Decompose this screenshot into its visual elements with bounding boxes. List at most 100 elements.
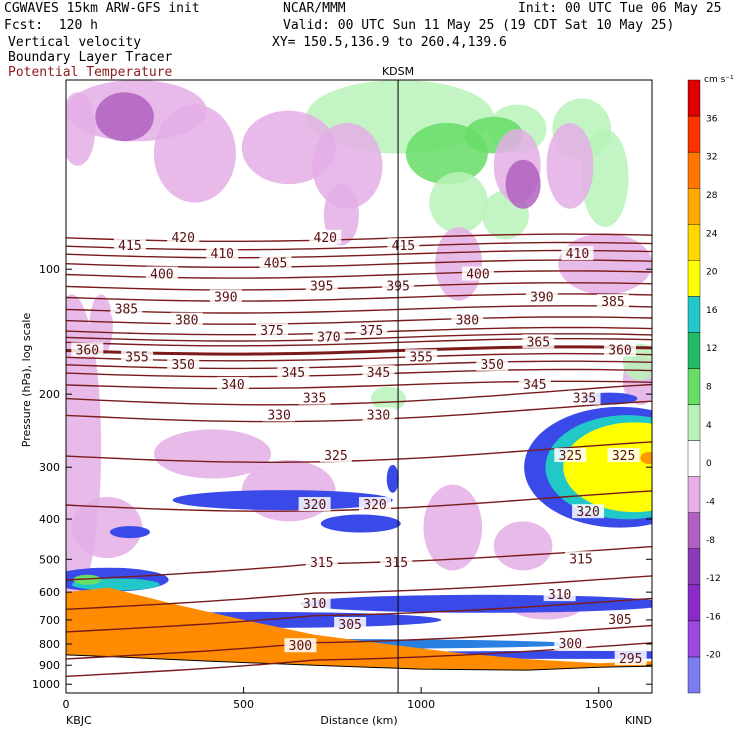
colorbar-tick-label: 0 — [706, 459, 712, 469]
colorbar-swatch — [687, 332, 701, 369]
theta-label-bg — [298, 497, 331, 512]
theta-label-bg — [525, 289, 558, 304]
y-tick-label: 600 — [39, 586, 60, 599]
w-shading — [640, 451, 652, 464]
theta-label: 310 — [548, 588, 571, 603]
colorbar-unit: cm s⁻¹ — [704, 75, 734, 85]
colorbar-swatch — [687, 187, 701, 225]
theta-label-bg — [607, 448, 640, 463]
y-tick-label: 400 — [39, 513, 60, 526]
theta-label: 305 — [608, 613, 631, 628]
colorbar-tick-label: -12 — [706, 574, 721, 584]
theta-label-bg — [145, 266, 178, 281]
w-shading — [370, 386, 406, 412]
colorbar-swatch — [687, 115, 701, 153]
theta-label-bg — [596, 294, 629, 309]
theta-label: 320 — [303, 498, 326, 513]
theta-label-bg — [451, 312, 484, 327]
forecast-hour: Fcst: 120 h — [4, 18, 98, 33]
theta-label-bg — [362, 365, 395, 380]
colorbar-swatch — [687, 620, 701, 658]
theta-label: 300 — [559, 637, 582, 652]
theta-label: 315 — [310, 556, 333, 571]
theta-label: 380 — [456, 314, 479, 329]
theta-label-bg — [543, 587, 576, 602]
theta-label-bg — [255, 323, 288, 338]
y-tick-label: 100 — [39, 263, 60, 276]
theta-label-bg — [305, 554, 338, 569]
theta-label: 420 — [314, 231, 337, 246]
y-tick-label: 300 — [39, 461, 60, 474]
colorbar-tick-label: 12 — [706, 344, 717, 354]
theta-label: 345 — [367, 366, 390, 381]
theta-label-bg — [561, 246, 594, 261]
theta-label-bg — [380, 554, 413, 569]
w-shading — [581, 129, 629, 228]
colorbar-swatch — [687, 296, 701, 333]
right-endpoint-label: KIND — [625, 714, 652, 727]
theta-label-bg — [362, 407, 395, 422]
theta-label-bg — [259, 255, 292, 270]
theta-label: 380 — [175, 314, 198, 329]
theta-label-bg — [216, 376, 249, 391]
theta-label-bg — [305, 278, 338, 293]
colorbar-tick-label: 20 — [706, 268, 718, 278]
theta-contour-330 — [66, 400, 652, 423]
colorbar-swatch — [687, 548, 701, 586]
theta-label: 375 — [260, 324, 283, 339]
theta-label-bg — [387, 238, 420, 253]
theta-label-bg — [167, 229, 200, 244]
w-shading — [66, 92, 96, 166]
theta-label-bg — [614, 651, 647, 666]
theta-label-bg — [405, 349, 438, 364]
colorbar-tick-label: -16 — [706, 612, 721, 622]
theta-label: 345 — [523, 378, 546, 393]
w-shading — [320, 514, 401, 533]
theta-contour-370 — [66, 333, 652, 342]
colorbar-tick-label: 32 — [706, 153, 717, 163]
station-marker-label: KDSM — [382, 65, 414, 78]
theta-label-bg — [113, 238, 146, 253]
theta-label: 310 — [303, 597, 326, 612]
colorbar-swatch — [687, 584, 701, 622]
theta-label: 345 — [282, 366, 305, 381]
colorbar-tick-label: -20 — [706, 651, 721, 661]
w-shading — [563, 422, 652, 513]
valid-time: Valid: 00 UTC Sun 11 May 25 (19 CDT Sat … — [283, 18, 675, 33]
colorbar-tick-label: 16 — [706, 306, 718, 316]
theta-label: 365 — [527, 335, 550, 350]
y-tick-label: 200 — [39, 388, 60, 401]
colorbar-swatch — [687, 656, 701, 694]
theta-label-bg — [476, 356, 509, 371]
y-tick-label: 500 — [39, 553, 60, 566]
theta-label-bg — [121, 349, 154, 364]
colorbar-swatch — [687, 476, 701, 513]
theta-label-bg — [167, 356, 200, 371]
theta-label: 410 — [211, 247, 234, 262]
x-tick-label: 1000 — [407, 698, 435, 711]
w-shading — [109, 526, 150, 539]
theta-label: 355 — [409, 350, 432, 365]
theta-label-bg — [263, 407, 296, 422]
theta-label-bg — [312, 329, 345, 344]
theta-contour-345 — [66, 368, 652, 378]
theta-label-bg — [564, 551, 597, 566]
theta-label: 330 — [367, 408, 390, 423]
colorbar-swatch — [687, 404, 701, 441]
y-tick-label: 800 — [39, 638, 60, 651]
center-label: NCAR/MMM — [283, 1, 346, 16]
theta-contour-415 — [66, 241, 652, 251]
theta-label: 360 — [608, 344, 631, 359]
theta-label: 390 — [214, 291, 237, 306]
theta-label: 355 — [125, 350, 148, 365]
theta-contour-385 — [66, 305, 652, 314]
w-shading — [73, 574, 102, 585]
colorbar-swatch — [687, 79, 701, 117]
theta-label-bg — [298, 390, 331, 405]
x-tick-label: 1500 — [585, 698, 613, 711]
field-boundary-layer-tracer: Boundary Layer Tracer — [8, 50, 173, 65]
y-tick-label: 1000 — [32, 678, 60, 691]
w-shading — [95, 92, 154, 142]
theta-label: 410 — [566, 247, 589, 262]
